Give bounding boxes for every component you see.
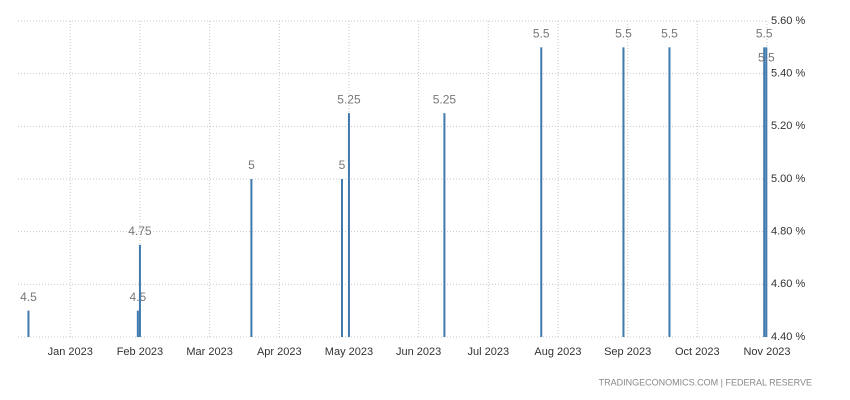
x-tick-label: Nov 2023 (743, 346, 790, 358)
bar (250, 179, 253, 337)
bar (340, 179, 343, 337)
value-label: 5.5 (615, 27, 632, 41)
source: TRADINGECONOMICS.COM | FEDERAL RESERVE (599, 377, 812, 387)
bar (540, 47, 543, 337)
x-tick-label: Feb 2023 (117, 346, 163, 358)
x-tick-label: Jun 2023 (396, 346, 441, 358)
bar (763, 47, 766, 337)
x-tick-label: Jan 2023 (48, 346, 93, 358)
bar (138, 244, 141, 337)
bar (668, 47, 671, 337)
value-label: 4.5 (20, 290, 37, 304)
bar (622, 47, 625, 337)
x-tick-label: May 2023 (325, 346, 373, 358)
y-tick-label: 4.40 % (771, 331, 805, 343)
value-label: 4.5 (129, 290, 146, 304)
y-tick-label: 4.60 % (771, 278, 805, 290)
bar (443, 113, 446, 338)
x-tick-label: Oct 2023 (675, 346, 720, 358)
bar (136, 310, 139, 337)
x-tick-label: Mar 2023 (186, 346, 232, 358)
value-label: 5.5 (533, 27, 550, 41)
y-tick-label: 4.80 % (771, 226, 805, 238)
value-label: 5.5 (756, 27, 773, 41)
value-label: 5.25 (433, 92, 457, 106)
bar (765, 47, 768, 337)
value-label: 4.75 (128, 224, 152, 238)
value-label: 5.5 (758, 51, 775, 65)
value-label: 5 (339, 158, 346, 172)
y-tick-label: 5.20 % (771, 120, 805, 132)
value-label: 5.5 (661, 27, 678, 41)
x-tick-label: Sep 2023 (604, 346, 651, 358)
y-tick-label: 5.40 % (771, 68, 805, 80)
y-tick-label: 5.60 % (771, 15, 805, 27)
bar (27, 310, 30, 337)
y-tick-label: 5.00 % (771, 173, 805, 185)
x-tick-label: Aug 2023 (534, 346, 581, 358)
bar (347, 113, 350, 338)
value-label: 5 (248, 158, 255, 172)
x-tick-label: Apr 2023 (257, 346, 302, 358)
value-label: 5.25 (337, 92, 361, 106)
x-tick-label: Jul 2023 (468, 346, 510, 358)
